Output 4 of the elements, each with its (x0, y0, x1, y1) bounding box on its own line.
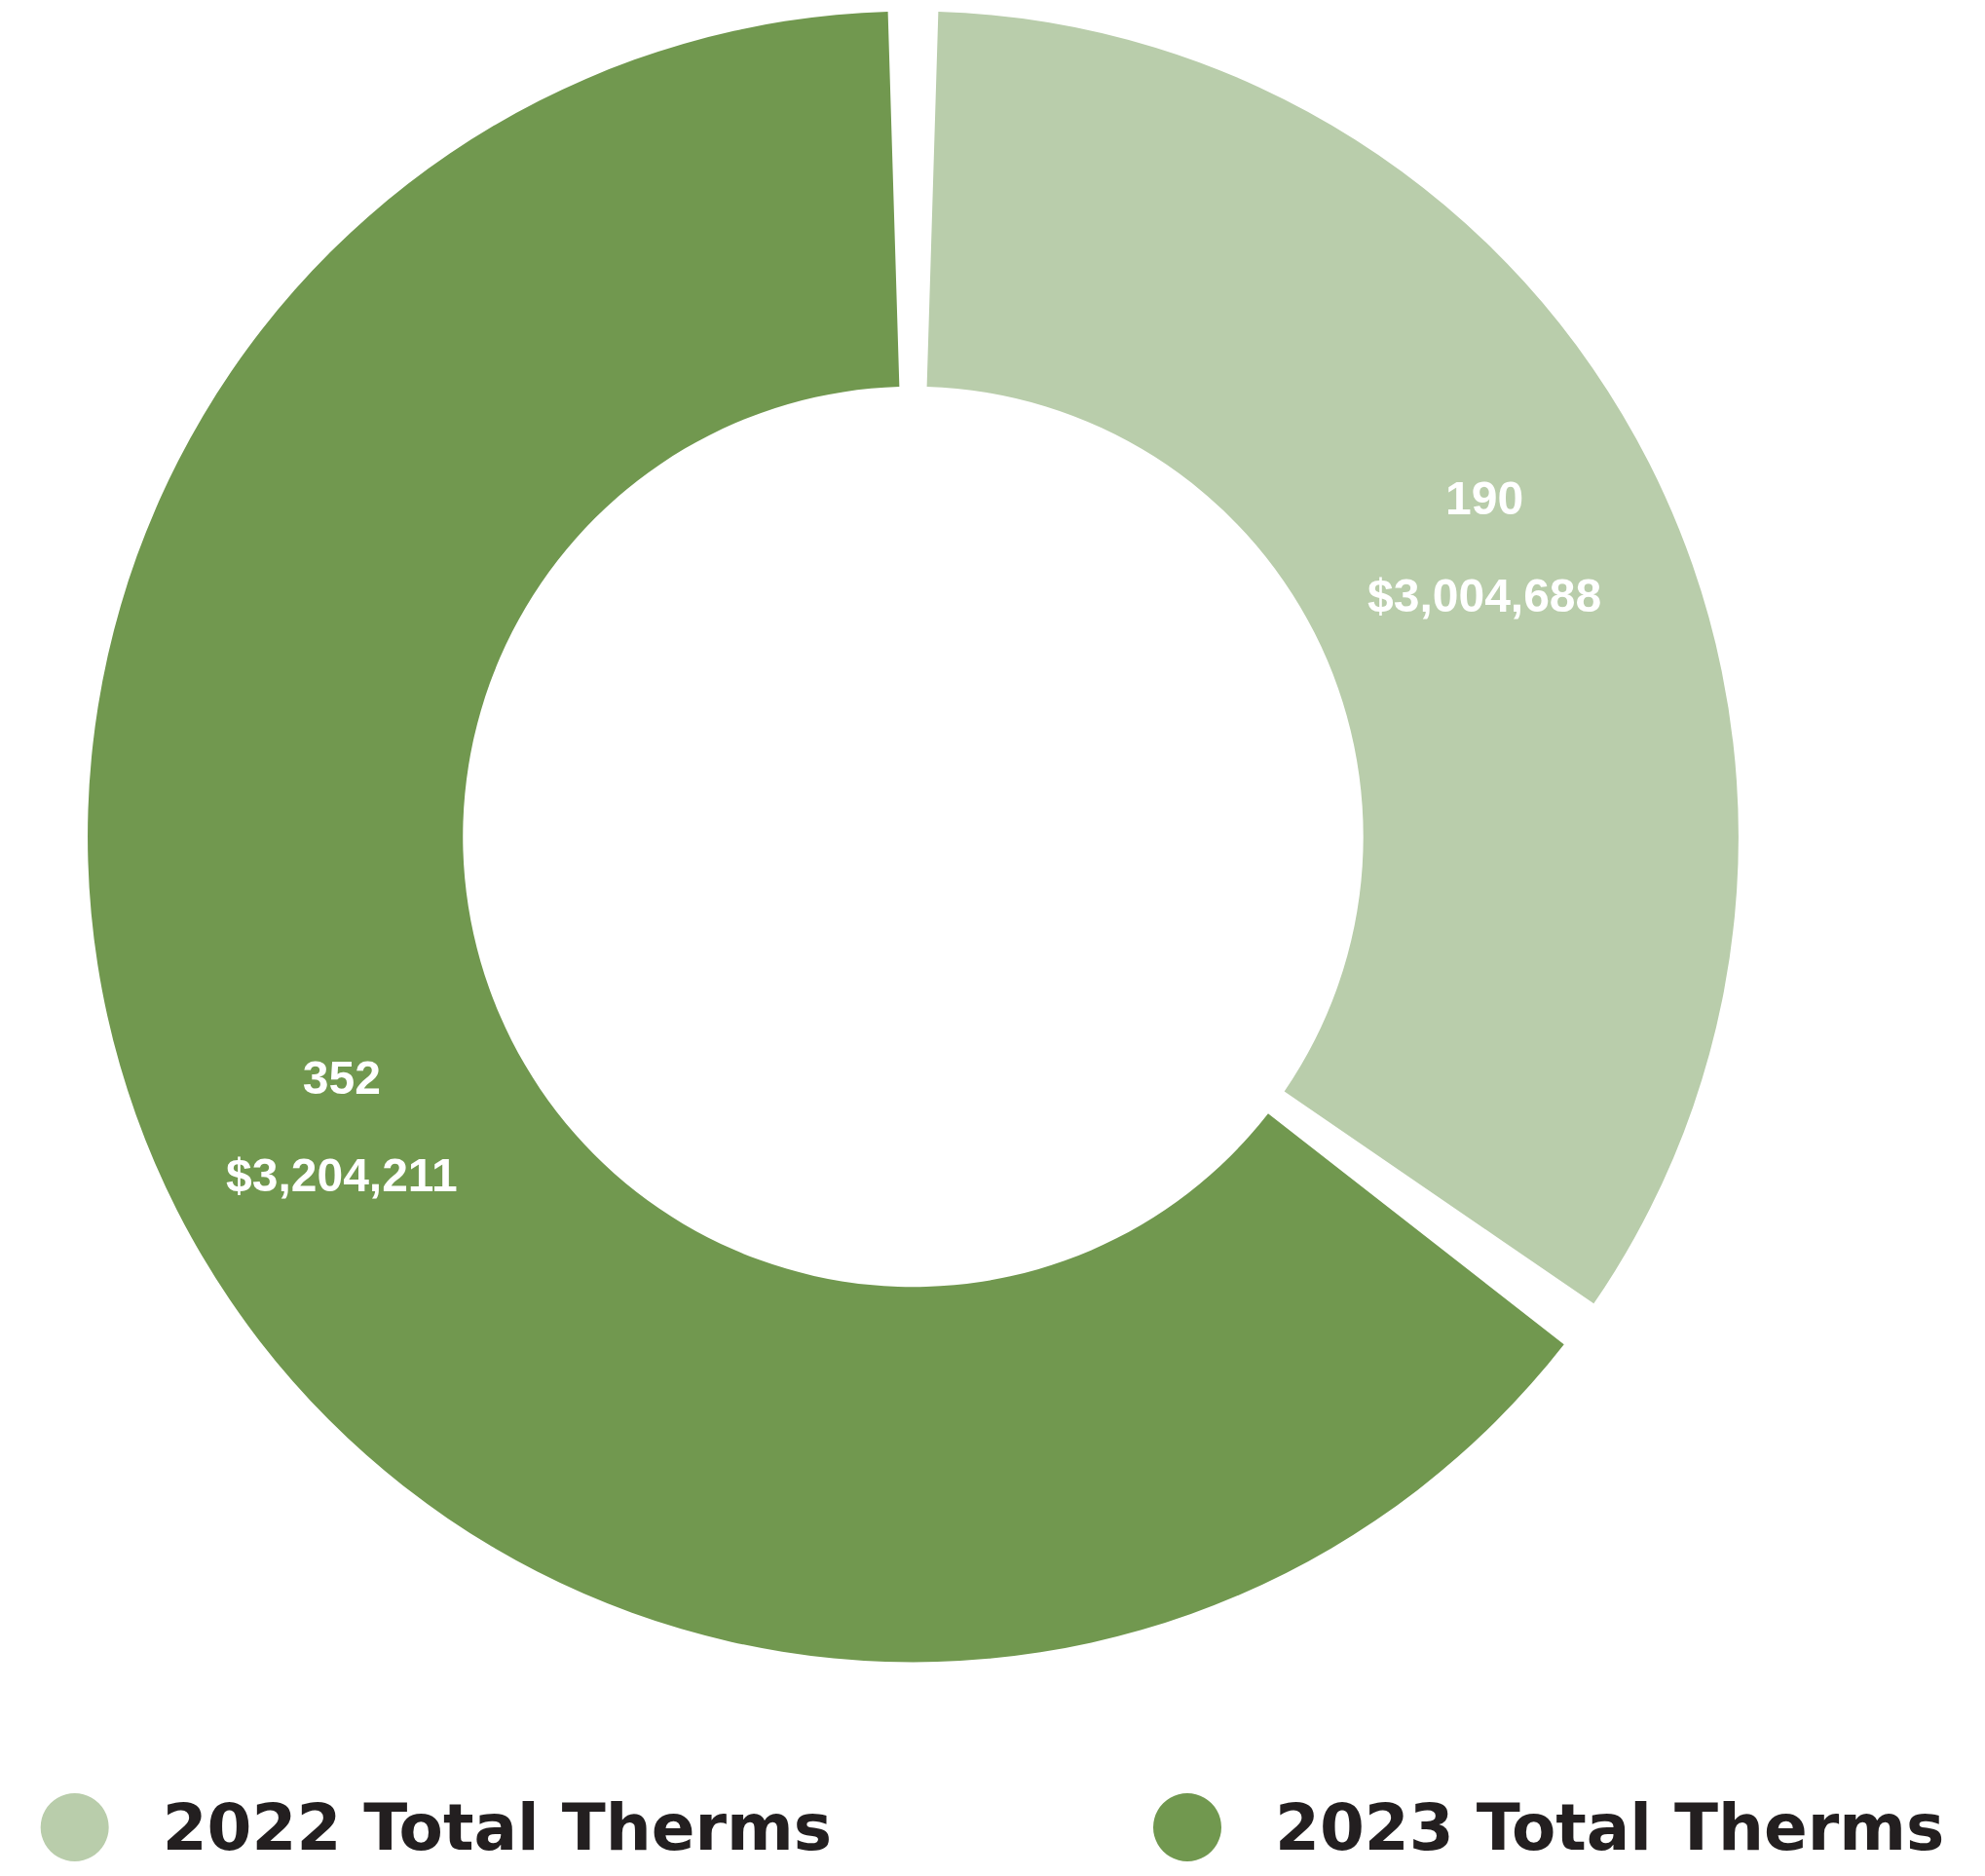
data-label: 352 $3,204,211 (226, 1052, 458, 1202)
data-label: 190 $3,004,688 (1367, 471, 1602, 621)
legend-label: 2023 Total Therms (1275, 1789, 1945, 1865)
legend-label: 2022 Total Therms (162, 1789, 832, 1865)
